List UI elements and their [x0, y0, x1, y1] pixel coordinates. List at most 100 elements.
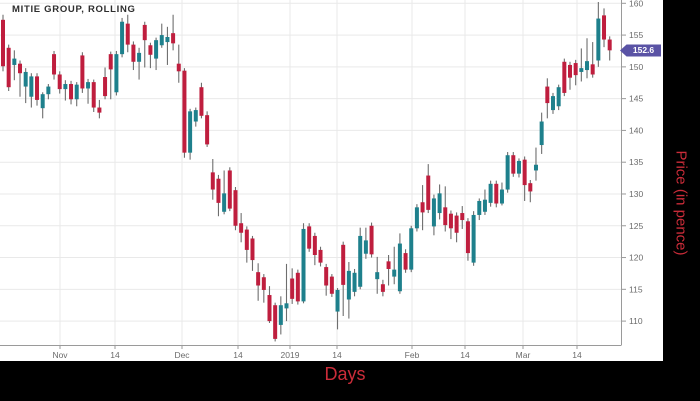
candle-down	[273, 305, 278, 339]
candle-down	[80, 55, 85, 89]
y-tick-label: 150	[629, 62, 643, 72]
last-price-tag: 152.6	[620, 44, 661, 57]
candle-up	[46, 86, 51, 95]
y-tick-label: 115	[629, 284, 643, 294]
candle-down	[318, 249, 323, 263]
candle-up	[335, 289, 340, 312]
candle-down	[18, 63, 23, 74]
candle-up	[193, 110, 198, 122]
candle-down	[511, 155, 516, 174]
y-tick-label: 135	[629, 157, 643, 167]
candle-down	[250, 238, 255, 261]
candle-down	[142, 24, 147, 41]
y-tick-label: 155	[629, 30, 643, 40]
candle-down	[261, 277, 266, 290]
candle-up	[471, 214, 476, 263]
x-tick-label: 2019	[281, 350, 300, 360]
candle-down	[380, 284, 385, 292]
candle-up	[431, 198, 436, 227]
candle-down	[171, 33, 176, 44]
candle-down	[602, 15, 607, 40]
candle-up	[539, 121, 544, 146]
candle-up	[165, 36, 170, 43]
candle-down	[403, 253, 408, 270]
candle-down	[290, 278, 295, 299]
candle-up	[352, 272, 357, 292]
candle-down	[562, 61, 567, 93]
candle-down	[6, 47, 11, 88]
candle-down	[227, 170, 232, 209]
y-tick-label: 110	[629, 316, 643, 326]
candle-up	[12, 58, 17, 65]
candle-up	[188, 111, 193, 153]
x-tick-label: Dec	[174, 350, 190, 360]
candle-down	[494, 183, 499, 204]
candle-up	[556, 87, 561, 107]
candle-up	[40, 94, 45, 109]
candle-down	[454, 215, 459, 233]
candle-down	[108, 54, 113, 70]
candle-down	[448, 213, 453, 229]
x-tick-label: 14	[110, 350, 120, 360]
candle-down	[148, 45, 153, 55]
candle-down	[420, 202, 425, 213]
candle-up	[533, 164, 538, 171]
candle-up	[63, 84, 68, 90]
candle-down	[233, 190, 238, 226]
x-tick-label: 14	[572, 350, 582, 360]
candle-down	[125, 23, 130, 45]
y-tick-label: 125	[629, 221, 643, 231]
candle-down	[131, 44, 136, 62]
candle-up	[120, 21, 125, 55]
candle-down	[267, 295, 272, 322]
candle-down	[1, 19, 5, 67]
candle-up	[414, 207, 419, 229]
candle-down	[244, 229, 249, 250]
candle-up	[114, 54, 119, 93]
x-tick-label: Feb	[405, 350, 420, 360]
candle-up	[437, 193, 442, 214]
candle-up	[74, 84, 79, 100]
candle-down	[369, 225, 374, 255]
candle-up	[86, 82, 91, 89]
candle-up	[505, 155, 510, 190]
candle-down	[210, 172, 215, 190]
candle-down	[386, 261, 391, 269]
candle-down	[69, 84, 74, 100]
candle-up	[358, 235, 363, 287]
candle-down	[545, 86, 550, 104]
candle-up	[278, 305, 283, 325]
candle-down	[307, 226, 312, 249]
x-tick-label: 14	[233, 350, 243, 360]
candle-down	[239, 223, 244, 233]
candle-up	[397, 243, 402, 292]
candle-up	[363, 240, 368, 254]
candle-up	[585, 61, 590, 71]
x-tick-label: Mar	[516, 350, 531, 360]
candle-up	[477, 200, 482, 215]
candle-up	[516, 160, 521, 174]
candle-down	[607, 39, 612, 51]
candle-down	[312, 235, 317, 255]
candle-up	[301, 228, 306, 302]
x-tick-label: Nov	[52, 350, 68, 360]
bottom-margin-panel	[0, 361, 700, 401]
candle-down	[205, 115, 210, 145]
candle-down	[568, 64, 572, 78]
candle-up	[392, 269, 397, 277]
y-tick-label: 160	[629, 0, 643, 8]
candle-down	[443, 207, 448, 226]
candle-up	[222, 193, 227, 212]
candle-down	[465, 221, 470, 254]
candle-down	[426, 175, 431, 210]
y-tick-label: 145	[629, 94, 643, 104]
y-tick-label: 140	[629, 125, 643, 135]
candle-up	[409, 228, 414, 270]
chart-title: MITIE GROUP, ROLLING	[12, 4, 136, 15]
candle-up	[482, 199, 487, 212]
candle-down	[176, 63, 181, 72]
candle-up	[375, 272, 380, 280]
candle-down	[35, 76, 40, 100]
